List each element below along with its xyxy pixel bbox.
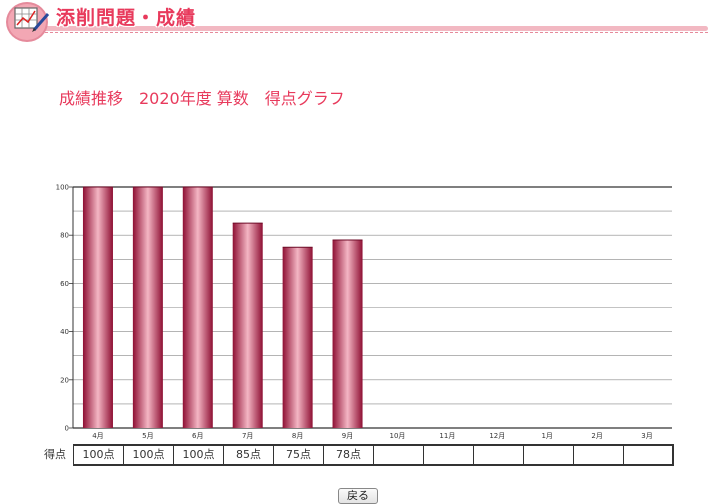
score-cell	[524, 446, 574, 464]
x-tick-label: 10月	[389, 432, 405, 440]
bar-5月	[132, 187, 163, 428]
score-bar-chart: 0 20 40 60 80 100 4月 5月 6月 7月 8月 9月 10月 11月 12月 1月 2月 3月	[56, 184, 672, 441]
x-tick-label: 1月	[541, 432, 552, 440]
score-cell	[474, 446, 524, 464]
score-cell: 78点	[324, 446, 374, 464]
score-row-label: 得点	[44, 448, 66, 461]
x-tick-label: 2月	[591, 432, 602, 440]
chart-pencil-icon	[14, 7, 50, 32]
y-tick-label: 80	[60, 232, 69, 240]
header-title: 添削問題・成績	[56, 7, 197, 29]
score-cell	[424, 446, 474, 464]
header-bar: 添削問題・成績	[0, 0, 718, 42]
back-button[interactable]: 戻る	[338, 488, 378, 504]
score-cell: 100点	[124, 446, 174, 464]
page-title: 成績推移 2020年度 算数 得点グラフ	[59, 89, 345, 108]
bar-7月	[232, 223, 263, 428]
y-tick-label: 100	[56, 184, 69, 192]
x-tick-label: 11月	[439, 432, 455, 440]
bar-8月	[282, 247, 313, 428]
y-tick-label: 0	[65, 425, 69, 433]
score-cell	[374, 446, 424, 464]
x-tick-label: 3月	[641, 432, 652, 440]
score-cell	[624, 446, 674, 464]
score-cell	[574, 446, 624, 464]
bar-6月	[182, 187, 213, 428]
score-table: 100点 100点 100点 85点 75点 78点	[73, 444, 674, 466]
score-cell: 100点	[174, 446, 224, 464]
x-tick-label: 12月	[489, 432, 505, 440]
y-tick-label: 60	[60, 280, 69, 288]
score-cell: 85点	[224, 446, 274, 464]
score-cell: 75点	[274, 446, 324, 464]
bar-9月	[332, 240, 363, 428]
x-tick-label: 8月	[292, 432, 303, 440]
x-tick-label: 6月	[192, 432, 203, 440]
header-divider-dashed	[30, 32, 708, 33]
x-tick-label: 4月	[92, 432, 103, 440]
header-divider	[30, 26, 708, 31]
x-tick-label: 7月	[242, 432, 253, 440]
chart-bars	[82, 186, 363, 428]
chart-grid	[69, 186, 672, 429]
y-tick-label: 20	[60, 376, 69, 384]
bar-4月	[82, 187, 113, 428]
y-tick-label: 40	[60, 328, 69, 336]
chart-labels: 0 20 40 60 80 100 4月 5月 6月 7月 8月 9月 10月 11月 12月 1月 2月 3月	[56, 184, 653, 441]
score-cell: 100点	[74, 446, 124, 464]
x-tick-label: 5月	[142, 432, 153, 440]
x-tick-label: 9月	[342, 432, 353, 440]
